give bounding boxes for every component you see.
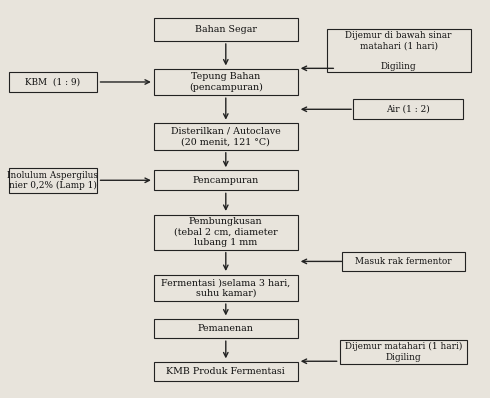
FancyBboxPatch shape (154, 123, 298, 150)
Text: KBM  (1 : 9): KBM (1 : 9) (25, 78, 80, 86)
FancyBboxPatch shape (8, 72, 98, 92)
FancyBboxPatch shape (154, 170, 298, 190)
FancyBboxPatch shape (327, 29, 471, 72)
FancyBboxPatch shape (154, 275, 298, 301)
FancyBboxPatch shape (154, 362, 298, 381)
FancyBboxPatch shape (154, 215, 298, 250)
FancyBboxPatch shape (154, 319, 298, 338)
Text: Inolulum Aspergilus
nier 0,2% (Lamp 1): Inolulum Aspergilus nier 0,2% (Lamp 1) (7, 170, 98, 190)
Text: Masuk rak fermentor: Masuk rak fermentor (355, 257, 452, 266)
Text: Tepung Bahan
(pencampuran): Tepung Bahan (pencampuran) (189, 72, 263, 92)
Text: Dijemur di bawah sinar
matahari (1 hari)

Digiling: Dijemur di bawah sinar matahari (1 hari)… (345, 31, 452, 71)
FancyBboxPatch shape (342, 252, 465, 271)
Text: Pencampuran: Pencampuran (193, 176, 259, 185)
Text: Fermentasi )selama 3 hari,
suhu kamar): Fermentasi )selama 3 hari, suhu kamar) (161, 278, 291, 298)
FancyBboxPatch shape (154, 18, 298, 41)
FancyBboxPatch shape (353, 99, 464, 119)
Text: Pemanenan: Pemanenan (198, 324, 254, 333)
FancyBboxPatch shape (154, 69, 298, 95)
FancyBboxPatch shape (340, 340, 467, 364)
Text: Disterilkan / Autoclave
(20 menit, 121 °C): Disterilkan / Autoclave (20 menit, 121 °… (171, 127, 281, 146)
Text: Dijemur matahari (1 hari)
Digiling: Dijemur matahari (1 hari) Digiling (345, 342, 462, 362)
Text: KMB Produk Fermentasi: KMB Produk Fermentasi (167, 367, 285, 376)
FancyBboxPatch shape (8, 168, 98, 193)
Text: Pembungkusan
(tebal 2 cm, diameter
lubang 1 mm: Pembungkusan (tebal 2 cm, diameter luban… (174, 217, 278, 247)
Text: Bahan Segar: Bahan Segar (195, 25, 257, 34)
Text: Air (1 : 2): Air (1 : 2) (387, 105, 430, 114)
